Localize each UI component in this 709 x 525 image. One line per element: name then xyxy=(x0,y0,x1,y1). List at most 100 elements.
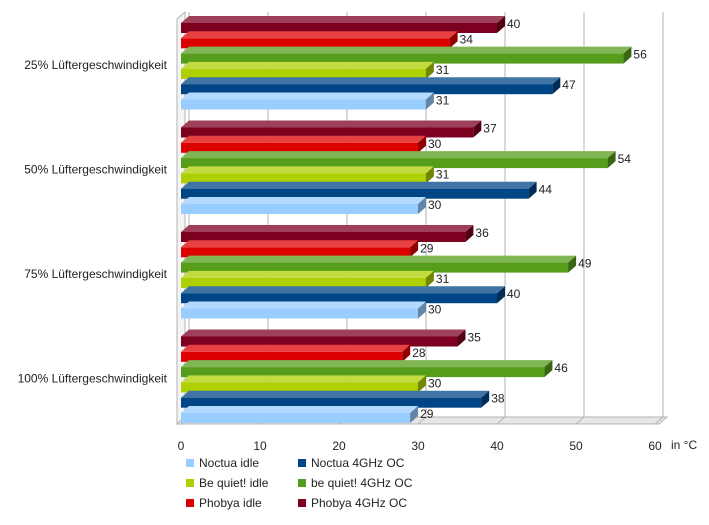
bar-end xyxy=(418,301,426,319)
category-label: 75% Lüftergeschwindigkeit xyxy=(24,267,167,281)
bar-end xyxy=(449,31,458,49)
data-label: 36 xyxy=(475,226,489,240)
bar-front xyxy=(181,397,482,408)
data-label: 35 xyxy=(468,331,482,345)
bar: 30 xyxy=(181,375,442,393)
gridline-floor xyxy=(496,416,506,425)
bar-front xyxy=(181,336,458,347)
bar: 46 xyxy=(181,360,568,378)
legend-label: Be quiet! idle xyxy=(199,476,269,490)
bar-end xyxy=(425,61,434,79)
bar-top xyxy=(181,390,490,398)
gridline-floor xyxy=(654,416,664,425)
data-label: 28 xyxy=(412,346,426,360)
bar: 34 xyxy=(181,31,474,49)
bar-end xyxy=(402,344,411,362)
bar-front xyxy=(181,351,403,362)
bar-top xyxy=(181,286,505,294)
legend-item: Noctua 4GHz OC xyxy=(298,456,404,470)
bar-top xyxy=(181,61,434,69)
bar: 31 xyxy=(181,92,450,110)
bar-top xyxy=(181,197,426,204)
bar-end xyxy=(425,92,434,110)
bar-top xyxy=(181,31,458,39)
bar-end xyxy=(473,120,482,138)
bar: 29 xyxy=(181,240,434,258)
data-label: 40 xyxy=(507,17,521,31)
bar-end xyxy=(410,240,419,258)
bar-front xyxy=(181,308,418,319)
legend-label: Noctua 4GHz OC xyxy=(311,456,405,470)
bar-front xyxy=(181,38,450,49)
bar-front xyxy=(181,188,529,199)
bar-end xyxy=(497,286,505,304)
bar: 31 xyxy=(181,61,450,79)
bar: 44 xyxy=(181,181,552,199)
bar-front xyxy=(181,99,426,110)
x-tick-label: 30 xyxy=(411,439,425,453)
legend-swatch xyxy=(186,499,194,507)
x-tick-labels: 0 10 20 30 40 50 60 xyxy=(178,439,662,453)
bar-end xyxy=(607,151,616,169)
bar-front xyxy=(181,142,418,153)
bar-front xyxy=(181,127,474,138)
category-label: 50% Lüftergeschwindigkeit xyxy=(24,162,167,176)
bar-front xyxy=(181,232,466,242)
bar: 30 xyxy=(181,301,442,319)
data-label: 30 xyxy=(428,137,442,151)
legend-item: Noctua idle xyxy=(186,456,259,470)
bar: 38 xyxy=(181,390,505,408)
data-label: 30 xyxy=(428,303,442,317)
bar: 49 xyxy=(181,255,592,273)
bar-front xyxy=(181,53,624,64)
data-label: 54 xyxy=(618,152,632,166)
x-tick-label: 0 xyxy=(178,439,185,453)
data-label: 37 xyxy=(483,122,497,136)
legend-item: be quiet! 4GHz OC xyxy=(298,476,412,490)
legend-swatch xyxy=(186,459,194,467)
bar-top xyxy=(181,240,419,248)
x-tick-label: 50 xyxy=(569,439,583,453)
bar-end xyxy=(418,375,426,393)
legend-swatch xyxy=(186,479,194,487)
bar-end xyxy=(457,329,466,347)
category-label: 25% Lüftergeschwindigkeit xyxy=(24,58,167,72)
bar: 36 xyxy=(181,225,489,242)
bar-end xyxy=(552,77,561,95)
bar-front xyxy=(181,367,545,378)
legend-label: Phobya 4GHz OC xyxy=(311,496,408,510)
bar-top xyxy=(181,181,537,189)
data-label: 46 xyxy=(554,361,568,375)
bar: 40 xyxy=(181,286,521,304)
legend-item: Phobya idle xyxy=(186,496,262,510)
legend-swatch xyxy=(298,459,306,467)
bar-front xyxy=(181,413,411,423)
bar-front xyxy=(181,68,426,79)
bar-top xyxy=(181,360,553,368)
legend-label: Phobya idle xyxy=(199,496,262,510)
bar: 56 xyxy=(181,46,647,64)
data-label: 34 xyxy=(460,32,474,46)
x-tick-label: 10 xyxy=(253,439,267,453)
bar-end xyxy=(410,406,419,423)
bar: 47 xyxy=(181,77,576,95)
legend-label: Noctua idle xyxy=(199,456,260,470)
data-label: 29 xyxy=(420,241,434,255)
bar: 31 xyxy=(181,166,450,184)
bar: 35 xyxy=(181,329,482,347)
bar-end xyxy=(425,166,434,184)
category-labels: 25% Lüftergeschwindigkeit 50% Lüftergesch… xyxy=(18,58,168,385)
bar: 30 xyxy=(181,197,442,214)
data-label: 31 xyxy=(436,94,450,108)
data-label: 31 xyxy=(436,63,450,77)
bar-front xyxy=(181,293,497,304)
bar-top xyxy=(181,406,419,413)
bar-front xyxy=(181,158,608,169)
legend-swatch xyxy=(298,479,306,487)
x-axis-unit-label: in °C xyxy=(671,438,697,452)
bar-top xyxy=(181,120,482,128)
bar: 30 xyxy=(181,135,442,153)
bar-end xyxy=(544,360,553,378)
bar: 28 xyxy=(181,344,426,362)
